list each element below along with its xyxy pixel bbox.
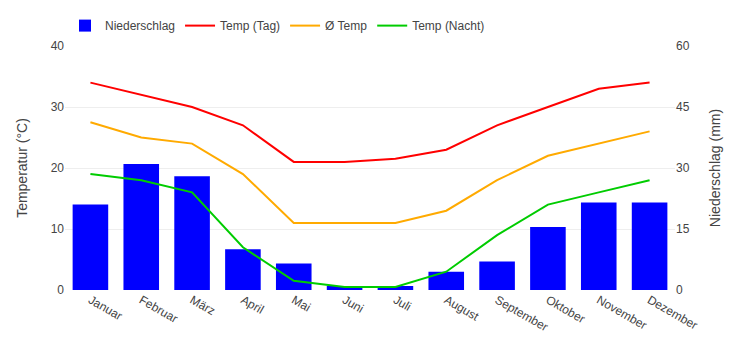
svg-text:Januar: Januar <box>86 293 125 323</box>
svg-text:November: November <box>594 293 649 333</box>
svg-text:März: März <box>188 293 218 318</box>
svg-text:40: 40 <box>51 39 65 53</box>
svg-text:Niederschlag (mm): Niederschlag (mm) <box>707 109 723 227</box>
svg-text:Mai: Mai <box>289 293 313 315</box>
svg-text:Februar: Februar <box>137 293 180 326</box>
svg-text:0: 0 <box>57 283 64 297</box>
svg-text:September: September <box>493 293 551 334</box>
svg-text:Ø Temp: Ø Temp <box>325 19 367 33</box>
svg-text:Temp (Nacht): Temp (Nacht) <box>412 19 484 33</box>
svg-text:Temperatur (°C): Temperatur (°C) <box>14 118 30 218</box>
svg-text:Juni: Juni <box>340 293 366 316</box>
svg-text:Oktober: Oktober <box>543 293 587 326</box>
svg-text:0: 0 <box>676 283 683 297</box>
svg-text:Dezember: Dezember <box>645 293 700 333</box>
svg-text:Temp (Tag): Temp (Tag) <box>220 19 280 33</box>
svg-text:August: August <box>442 293 482 324</box>
svg-text:15: 15 <box>676 222 690 236</box>
svg-text:April: April <box>238 293 266 317</box>
svg-text:Niederschlag: Niederschlag <box>105 19 175 33</box>
svg-text:60: 60 <box>676 39 690 53</box>
svg-text:45: 45 <box>676 100 690 114</box>
svg-text:30: 30 <box>51 100 65 114</box>
svg-text:20: 20 <box>51 161 65 175</box>
svg-text:Juli: Juli <box>391 293 414 314</box>
svg-text:10: 10 <box>51 222 65 236</box>
svg-text:30: 30 <box>676 161 690 175</box>
